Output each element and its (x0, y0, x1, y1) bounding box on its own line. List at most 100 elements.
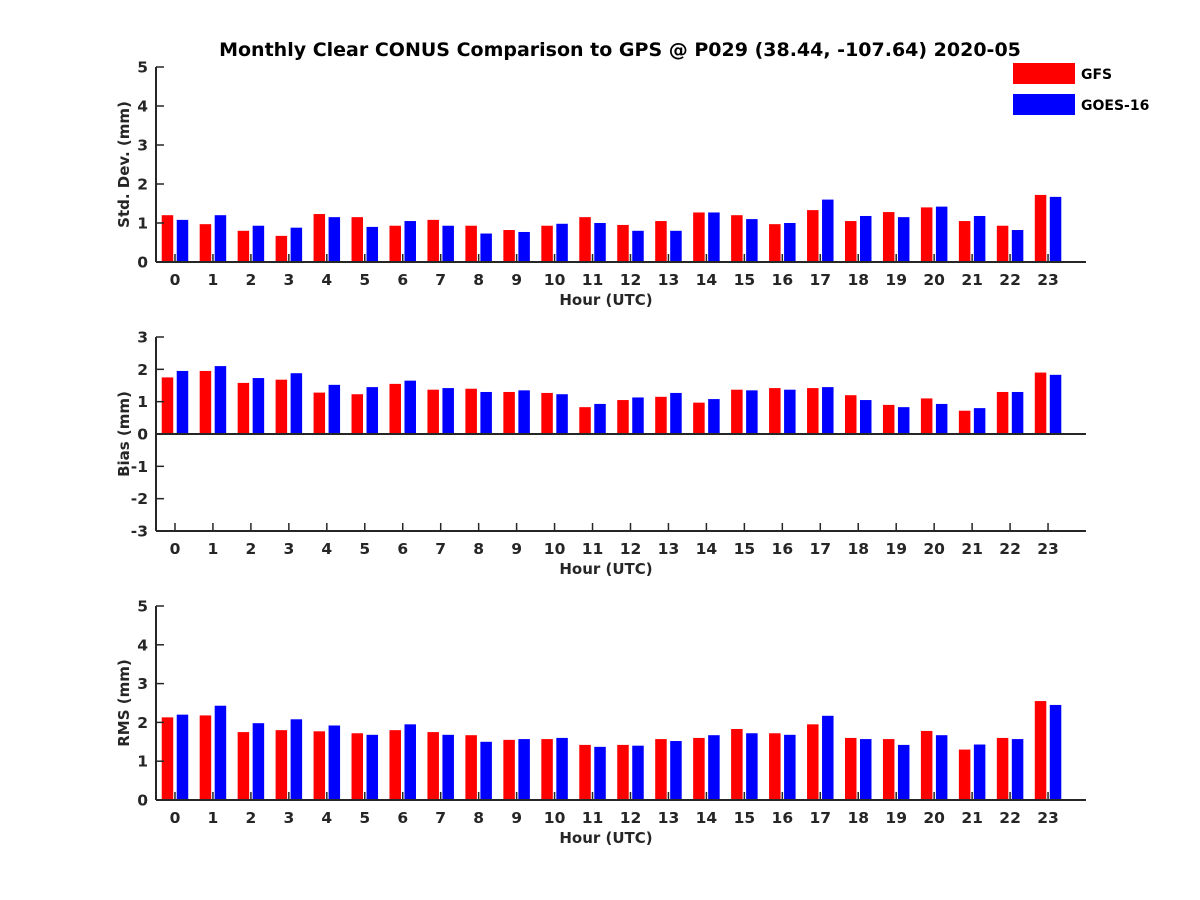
bar-gfs-hour-1 (199, 715, 212, 800)
bar-gfs-hour-21 (958, 221, 971, 262)
x-tick-label: 15 (734, 540, 756, 558)
bar-gfs-hour-9 (503, 230, 515, 262)
bar-goes16-hour-0 (176, 714, 189, 800)
x-tick-label: 5 (359, 809, 370, 827)
x-tick-label: 16 (772, 540, 794, 558)
bar-gfs-hour-16 (769, 733, 781, 800)
x-tick-label: 12 (620, 271, 642, 289)
bar-gfs-hour-13 (655, 739, 667, 800)
x-tick-label: 2 (245, 271, 256, 289)
bar-goes16-hour-7 (442, 388, 454, 434)
x-tick-label: 8 (473, 271, 484, 289)
bar-goes16-hour-5 (366, 734, 379, 800)
bar-goes16-hour-10 (556, 394, 568, 434)
x-tick-label: 7 (435, 809, 446, 827)
bar-goes16-hour-6 (404, 221, 416, 262)
x-tick-label: 9 (511, 540, 522, 558)
x-tick-label: 19 (885, 271, 907, 289)
y-axis-label: Std. Dev. (mm) (115, 101, 133, 228)
x-tick-label: 19 (885, 540, 907, 558)
bar-goes16-hour-20 (935, 403, 948, 434)
bar-gfs-hour-14 (693, 737, 705, 800)
bar-gfs-hour-6 (389, 225, 401, 262)
bar-gfs-hour-3 (275, 730, 288, 800)
x-tick-label: 22 (999, 271, 1021, 289)
bar-goes16-hour-9 (518, 390, 530, 434)
bar-gfs-hour-12 (617, 744, 629, 800)
x-tick-label: 5 (359, 271, 370, 289)
bar-goes16-hour-11 (594, 403, 606, 434)
bar-gfs-hour-7 (427, 732, 439, 800)
bar-goes16-hour-18 (859, 215, 872, 262)
bar-goes16-hour-17 (822, 199, 834, 262)
bar-goes16-hour-1 (214, 215, 227, 262)
legend-swatch-gfs (1013, 63, 1075, 84)
bar-goes16-hour-6 (404, 724, 416, 800)
bar-goes16-hour-8 (480, 233, 492, 262)
x-tick-label: 17 (809, 809, 831, 827)
bar-goes16-hour-16 (784, 734, 796, 800)
x-axis-label: Hour (UTC) (559, 291, 652, 309)
bar-goes16-hour-9 (518, 739, 530, 800)
bar-gfs-hour-5 (351, 217, 364, 262)
x-tick-label: 5 (359, 540, 370, 558)
bar-goes16-hour-10 (556, 737, 568, 800)
x-tick-label: 4 (321, 809, 332, 827)
bar-goes16-hour-4 (328, 384, 341, 434)
bar-gfs-hour-19 (882, 739, 895, 800)
x-axis-label: Hour (UTC) (559, 829, 652, 847)
x-tick-label: 14 (696, 271, 718, 289)
bar-goes16-hour-15 (746, 390, 758, 434)
x-tick-label: 11 (582, 540, 604, 558)
bar-gfs-hour-20 (920, 730, 933, 800)
x-tick-label: 21 (961, 271, 983, 289)
bar-gfs-hour-10 (541, 739, 553, 800)
x-tick-label: 10 (544, 540, 566, 558)
x-tick-label: 2 (245, 540, 256, 558)
bar-gfs-hour-8 (465, 735, 477, 800)
x-tick-label: 1 (208, 540, 219, 558)
bar-goes16-hour-1 (214, 366, 227, 434)
x-tick-label: 15 (734, 271, 756, 289)
bar-gfs-hour-22 (996, 737, 1009, 800)
x-tick-label: 21 (961, 809, 983, 827)
x-tick-label: 15 (734, 809, 756, 827)
x-tick-label: 11 (582, 271, 604, 289)
bar-goes16-hour-3 (290, 227, 303, 262)
y-axis-label: RMS (mm) (115, 659, 133, 746)
x-tick-label: 6 (397, 809, 408, 827)
x-tick-label: 1 (208, 271, 219, 289)
x-tick-label: 0 (170, 809, 181, 827)
bar-gfs-hour-17 (807, 388, 819, 434)
bar-gfs-hour-15 (731, 389, 743, 434)
x-tick-label: 17 (809, 540, 831, 558)
bar-gfs-hour-0 (161, 377, 174, 434)
y-tick-label: -2 (131, 490, 148, 508)
bar-goes16-hour-2 (252, 378, 265, 434)
bar-goes16-hour-21 (973, 744, 986, 800)
x-tick-label: 21 (961, 540, 983, 558)
x-tick-label: 4 (321, 540, 332, 558)
bar-goes16-hour-0 (176, 370, 189, 434)
y-tick-label: 0 (137, 254, 148, 272)
x-tick-label: 20 (923, 540, 945, 558)
bar-gfs-hour-18 (844, 221, 857, 262)
bar-gfs-hour-5 (351, 733, 364, 800)
x-tick-label: 18 (847, 540, 869, 558)
x-tick-label: 3 (283, 540, 294, 558)
bar-goes16-hour-20 (935, 735, 948, 800)
y-tick-label: 5 (137, 598, 148, 616)
bar-gfs-hour-8 (465, 388, 477, 434)
x-tick-label: 18 (847, 809, 869, 827)
bar-goes16-hour-10 (556, 223, 568, 262)
bar-goes16-hour-21 (973, 408, 986, 434)
x-tick-label: 7 (435, 271, 446, 289)
bar-goes16-hour-11 (594, 223, 606, 262)
bar-gfs-hour-15 (731, 729, 743, 800)
legend-label-goes16: GOES-16 (1081, 98, 1149, 114)
bar-goes16-hour-15 (746, 733, 758, 800)
x-tick-label: 13 (658, 540, 680, 558)
